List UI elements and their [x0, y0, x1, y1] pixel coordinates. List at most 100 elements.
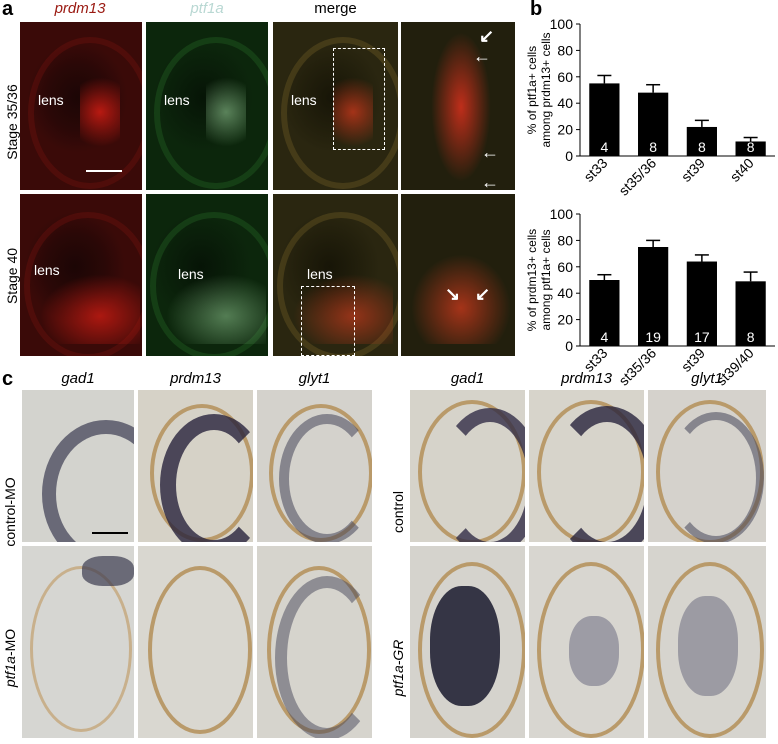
eye-outline: [30, 566, 132, 732]
row-label-control: control: [390, 490, 406, 534]
col-title-gad1-right: gad1: [450, 370, 485, 387]
y-tick-label: 20: [557, 122, 573, 138]
bar: [735, 141, 766, 156]
green-signal: [206, 67, 246, 157]
red-signal: [80, 67, 120, 157]
col-title-ptf1a: ptf1a: [190, 0, 224, 17]
ish-prdm13-control-mo: [138, 390, 253, 542]
image-zoom-stage40: ↘ ↙: [401, 194, 515, 356]
image-ptf1a-stage35: lens: [146, 22, 268, 190]
y-axis-label: % of ptf1a+ cells: [525, 46, 539, 134]
eye-outline: [28, 37, 142, 189]
stain-ring: [42, 420, 134, 542]
y-axis-label: among ptf1a+ cells: [539, 229, 553, 330]
y-tick-label: 20: [557, 312, 573, 328]
x-tick-label: st40: [727, 155, 757, 185]
ish-glyt1-ptf1a-mo: [257, 546, 372, 738]
col-title-prdm13-left: prdm13: [170, 370, 221, 387]
n-label: 19: [645, 329, 661, 345]
eye-outline: [537, 562, 644, 738]
bar: [589, 83, 620, 156]
eye-outline: [418, 562, 525, 738]
ish-glyt1-ptf1a-gr: [648, 546, 766, 738]
col-title-glyt1-right: glyt1: [691, 370, 723, 387]
ish-gad1-control: [410, 390, 525, 542]
image-ptf1a-stage40: lens: [146, 194, 268, 356]
lens-label: lens: [164, 92, 190, 108]
scale-bar: [92, 532, 128, 534]
x-tick-label: st33: [580, 155, 610, 185]
image-merge-stage35: lens: [273, 22, 398, 190]
n-label: 8: [747, 139, 755, 155]
panel-c-label: c: [2, 368, 14, 390]
arrow-icon: ↘: [445, 284, 461, 304]
lens-label: lens: [34, 262, 60, 278]
y-tick-label: 100: [550, 206, 574, 222]
n-label: 17: [694, 329, 710, 345]
eye-outline: [154, 37, 268, 189]
y-tick-label: 60: [557, 69, 573, 85]
y-axis-label: among prdm13+ cells: [539, 32, 553, 147]
stain-patch: [430, 586, 500, 706]
eye-outline: [150, 212, 268, 356]
stain-ring: [275, 576, 372, 738]
ish-glyt1-control-mo: [257, 390, 372, 542]
row-label-control-mo: control-MO: [2, 477, 18, 547]
stain-ring: [668, 412, 764, 542]
lens-label: lens: [291, 92, 317, 108]
arrow-icon: ↙: [479, 26, 495, 46]
col-title-merge: merge: [314, 0, 357, 17]
stain-patch: [678, 596, 738, 696]
bar: [735, 281, 766, 346]
ish-glyt1-control: [648, 390, 766, 542]
col-title-gad1-left: gad1: [61, 370, 95, 387]
stain-ring: [279, 414, 372, 542]
col-title-prdm13-right: prdm13: [561, 370, 612, 387]
col-title-prdm13: prdm13: [54, 0, 106, 17]
image-prdm13-stage35: lens: [20, 22, 142, 190]
zoom-box: [301, 286, 355, 356]
stain-patch: [569, 616, 619, 686]
col-title-glyt1-left: glyt1: [298, 370, 331, 387]
ish-gad1-ptf1a-gr: [410, 546, 525, 738]
x-tick-label: st39: [678, 155, 708, 185]
eye-outline: [656, 562, 764, 738]
scale-bar: [86, 170, 122, 172]
arrow-icon: ←: [481, 142, 499, 162]
y-tick-label: 60: [557, 259, 573, 275]
arrow-icon: ←: [473, 46, 491, 66]
ish-prdm13-ptf1a-gr: [529, 546, 644, 738]
ish-gad1-ptf1a-mo: [22, 546, 134, 738]
panel-b-label: b: [530, 0, 543, 20]
y-tick-label: 40: [557, 95, 573, 111]
n-label: 8: [649, 139, 657, 155]
zoom-signal: [431, 32, 491, 182]
image-merge-stage40: lens: [273, 194, 398, 356]
y-axis-label: % of prdm13+ cells: [525, 229, 539, 331]
lens-label: lens: [38, 92, 64, 108]
zoom-box: [333, 48, 385, 150]
y-tick-label: 0: [565, 338, 573, 354]
y-tick-label: 40: [557, 285, 573, 301]
chart-prdm13-among-ptf1a: 0 20 40 60 80 100 % of prdm13+ cells among ptf1…: [525, 206, 775, 389]
bar: [638, 92, 669, 156]
lens-label: lens: [307, 266, 333, 282]
row-label-ptf1a-gr: ptf1a-GR: [390, 639, 406, 697]
merge-signal: [333, 67, 373, 157]
lens-label: lens: [178, 266, 204, 282]
y-tick-label: 0: [565, 148, 573, 164]
row-label-ptf1a-mo: ptf1a-MO: [2, 628, 18, 688]
bar: [589, 280, 620, 346]
stain-patch: [82, 556, 134, 586]
chart-ptf1a-among-prdm13: 0 20 40 60 80 100 % of ptf1a+ cells among prdm1…: [525, 16, 775, 199]
ish-prdm13-ptf1a-mo: [138, 546, 253, 738]
red-signal: [40, 274, 140, 344]
zoom-signal: [411, 254, 511, 344]
merge-signal: [293, 274, 393, 344]
image-prdm13-stage40: lens: [20, 194, 142, 356]
y-tick-label: 80: [557, 42, 573, 58]
ish-gad1-control-mo: [22, 390, 134, 542]
arrow-icon: ↙: [475, 284, 491, 304]
bar: [638, 247, 669, 346]
eye-outline: [148, 566, 252, 734]
